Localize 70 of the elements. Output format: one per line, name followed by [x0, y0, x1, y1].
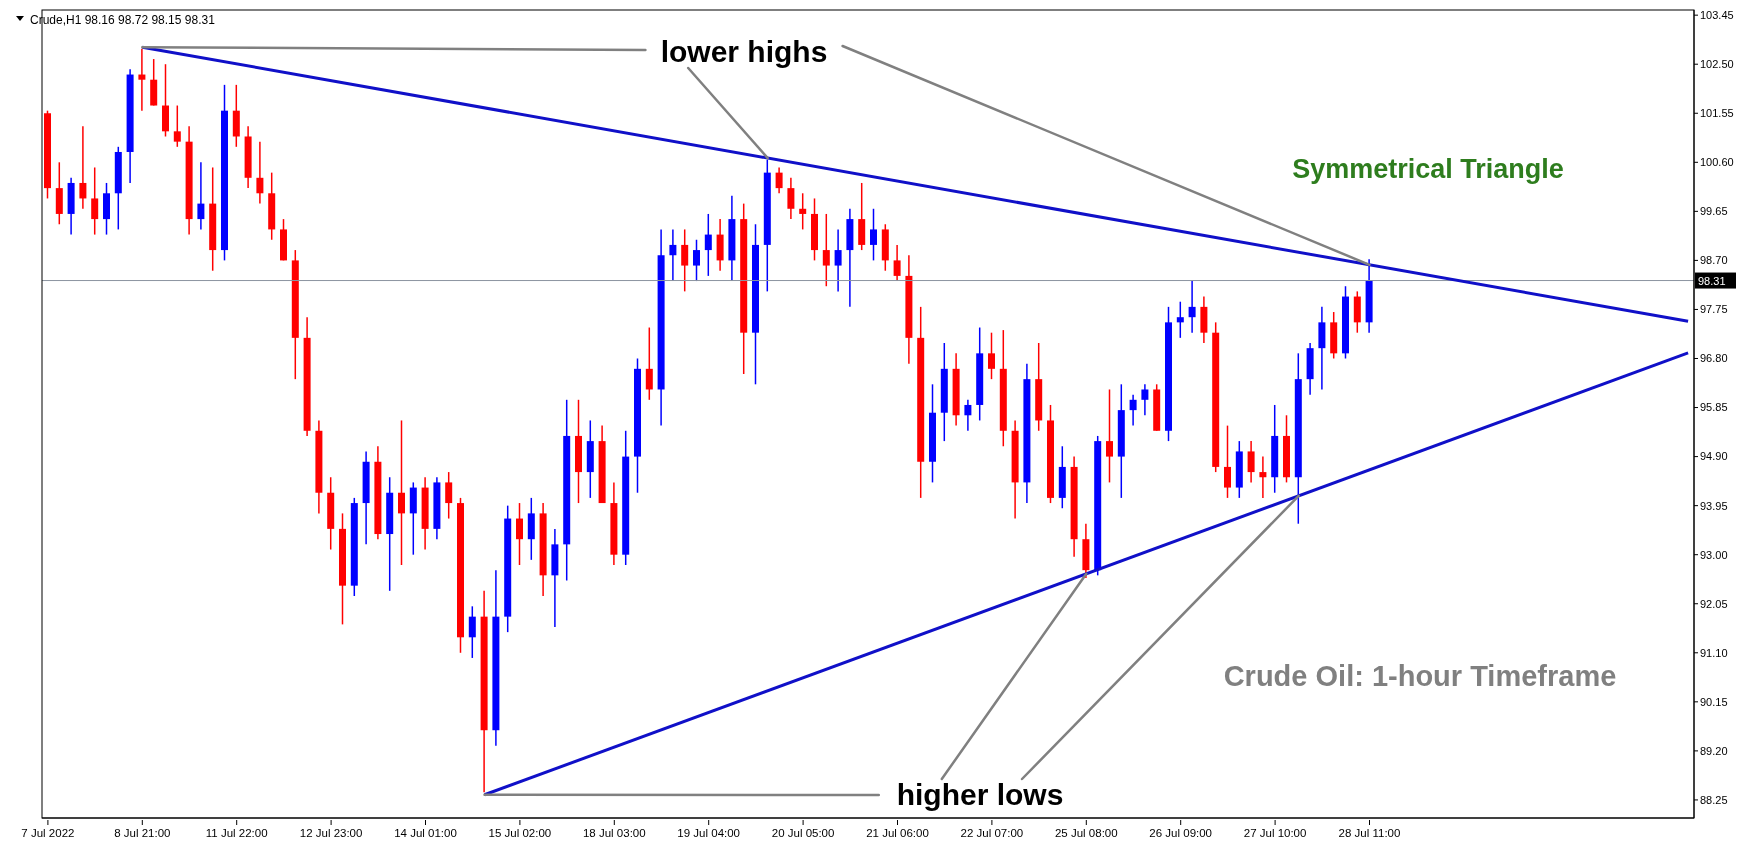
- candlestick: [91, 166, 99, 236]
- x-tick-label: 25 Jul 08:00: [1054, 827, 1118, 839]
- candlestick: [138, 47, 146, 112]
- x-tick-label: 8 Jul 21:00: [114, 827, 171, 839]
- y-tick-label: 91.10: [1700, 646, 1728, 659]
- candlestick: [516, 502, 523, 566]
- annotation: higher lows: [896, 778, 1064, 811]
- candlestick: [197, 161, 205, 231]
- candlestick: [870, 208, 877, 262]
- candlestick: [468, 605, 476, 659]
- candlestick: [787, 177, 795, 220]
- x-tick-label: 20 Jul 05:00: [771, 827, 835, 839]
- candlestick: [445, 471, 453, 520]
- candlestick: [1106, 388, 1113, 484]
- ref-line-label: 98.31: [1698, 274, 1726, 287]
- x-tick-label: 15 Jul 02:00: [488, 827, 552, 839]
- candlestick: [1188, 280, 1196, 334]
- x-tick-label: 27 Jul 10:00: [1243, 827, 1307, 839]
- candlestick: [398, 419, 405, 566]
- x-tick-label: 11 Jul 22:00: [205, 827, 268, 839]
- x-tick-label: 14 Jul 01:00: [394, 827, 457, 839]
- y-tick-label: 92.05: [1700, 597, 1728, 610]
- text: Symmetrical Triangle: [1292, 154, 1564, 184]
- candlestick: [79, 125, 87, 210]
- candlestick: [893, 244, 901, 282]
- y-tick-label: 102.50: [1700, 58, 1734, 71]
- candlestick: [775, 166, 783, 195]
- x-tick-label: 22 Jul 07:00: [960, 827, 1024, 839]
- candlestick: [988, 331, 995, 380]
- annotation: lower highs: [660, 35, 828, 68]
- y-tick-label: 93.00: [1700, 548, 1728, 561]
- candlestick: [834, 228, 842, 293]
- x-tick-label: 21 Jul 06:00: [866, 827, 929, 839]
- y-tick-label: 98.70: [1700, 254, 1728, 267]
- candlestick: [681, 228, 689, 293]
- x-tick-label: 18 Jul 03:00: [582, 827, 646, 839]
- x-tick-label: 26 Jul 09:00: [1149, 827, 1213, 839]
- y-tick-label: 95.85: [1700, 401, 1728, 414]
- y-tick-label: 101.55: [1700, 107, 1734, 120]
- candlestick: [1141, 383, 1149, 417]
- y-tick-label: 103.45: [1700, 9, 1734, 22]
- candlestick: [822, 213, 830, 287]
- candlestick: [256, 140, 264, 205]
- x-tick-label: 28 Jul 11:00: [1338, 827, 1401, 839]
- candlestick: [669, 228, 677, 282]
- x-tick-label: 19 Jul 04:00: [677, 827, 741, 839]
- text: Crude Oil: 1-hour Timeframe: [1223, 660, 1617, 692]
- y-tick-label: 99.65: [1700, 205, 1728, 218]
- y-tick-label: 97.75: [1700, 303, 1728, 316]
- candlestick: [1259, 455, 1267, 499]
- candlestick: [799, 192, 807, 231]
- y-tick-label: 100.60: [1700, 156, 1734, 169]
- candlestick: [1247, 440, 1255, 484]
- candlestick: [1129, 393, 1137, 427]
- y-tick-label: 94.90: [1700, 450, 1728, 463]
- x-tick-label: 7 Jul 2022: [21, 827, 75, 839]
- candlestick: [1224, 424, 1231, 499]
- candlestick: [1176, 300, 1184, 339]
- y-tick-label: 96.80: [1700, 352, 1728, 365]
- candlestick: [645, 326, 653, 401]
- y-tick-label: 89.20: [1700, 744, 1728, 757]
- y-tick-label: 88.25: [1700, 793, 1728, 806]
- y-tick-label: 90.15: [1700, 695, 1728, 708]
- candlestick: [964, 399, 972, 432]
- annotation: Crude,H1 98.16 98.72 98.15 98.31: [30, 13, 216, 27]
- x-tick-label: 12 Jul 23:00: [299, 827, 363, 839]
- candlestick: [693, 239, 700, 282]
- candlestick: [704, 213, 712, 277]
- y-tick-label: 93.95: [1700, 499, 1728, 512]
- candlestick: [173, 104, 181, 148]
